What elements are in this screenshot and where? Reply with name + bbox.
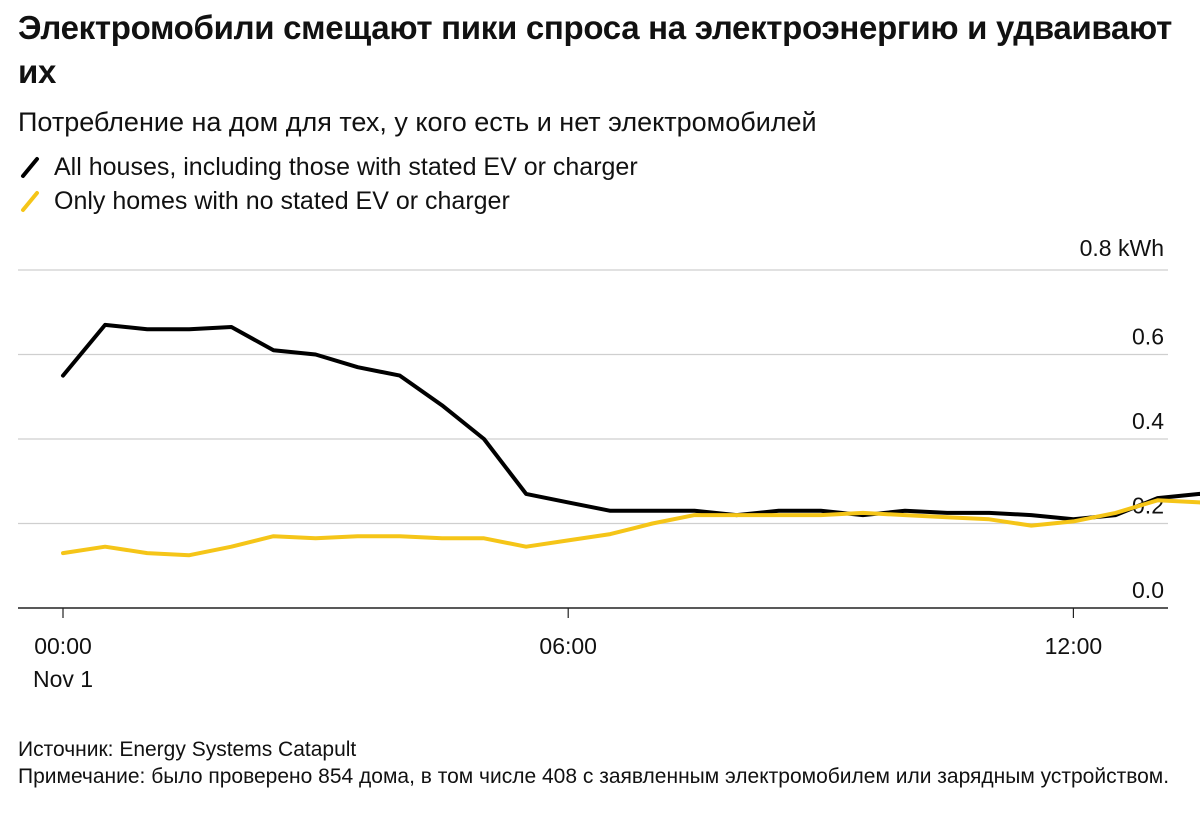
series-line-all-houses [61,322,1200,522]
legend-item-no-ev: Only homes with no stated EV or charger [18,184,638,218]
x-tick-sublabel: Nov 1 [33,666,93,692]
legend-swatch-yellow [21,191,39,212]
y-tick-label: 0.8 kWh [1080,235,1164,261]
chart-subtitle: Потребление на дом для тех, у кого есть … [18,107,817,137]
footnotes: Источник: Energy Systems Catapult Примеч… [18,736,1178,790]
legend-item-all-houses: All houses, including those with stated … [18,150,638,184]
methodology-note: Примечание: было проверено 854 дома, в т… [18,765,1170,788]
source-note: Источник: Energy Systems Catapult [18,738,357,761]
x-tick-label: 06:00 [539,633,597,659]
y-tick-label: 0.0 [1132,577,1164,603]
series-line-no-ev [61,498,1200,558]
legend-label-all-houses: All houses, including those with stated … [54,152,638,181]
legend-swatch-black [21,157,39,178]
x-tick-label: 12:00 [1045,633,1103,659]
y-tick-label: 0.6 [1132,324,1164,350]
x-tick-label: 00:00 [34,633,92,659]
legend: All houses, including those with stated … [18,150,638,218]
y-tick-label: 0.4 [1132,408,1164,434]
legend-label-no-ev: Only homes with no stated EV or charger [54,186,510,215]
chart-title: Электромобили смещают пики спроса на эле… [18,9,1172,90]
